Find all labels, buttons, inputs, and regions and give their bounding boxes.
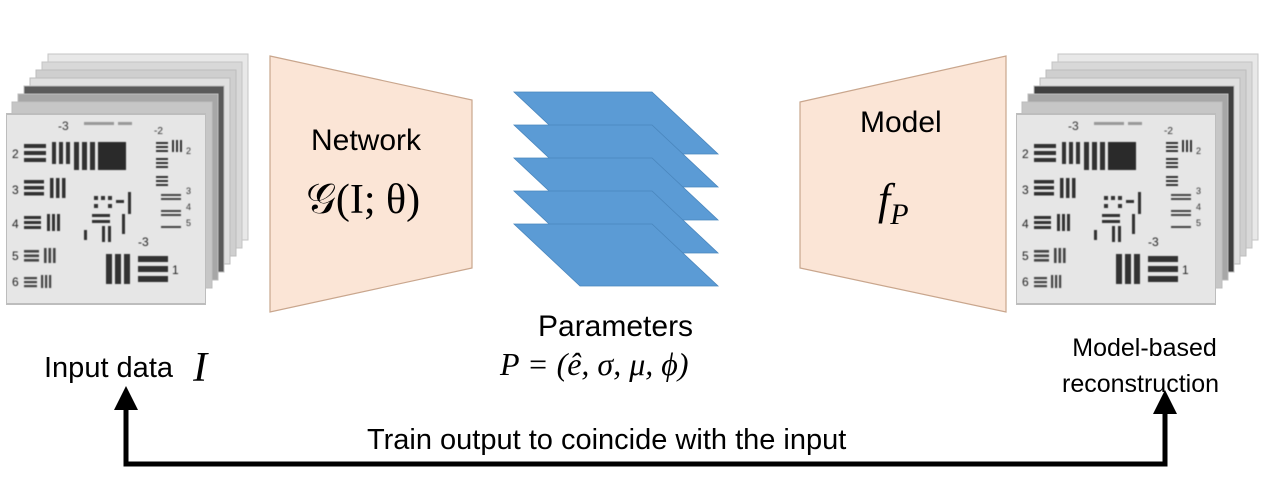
input-data-label: Input data I xyxy=(44,344,207,392)
model-title: Model xyxy=(860,106,942,139)
output-label: Model-based reconstruction xyxy=(1062,330,1219,402)
model-block xyxy=(799,55,1007,313)
output-resolution-target-image xyxy=(1016,114,1216,304)
input-data-stack xyxy=(6,53,249,304)
output-label-line2: reconstruction xyxy=(1062,370,1220,398)
parameter-layer xyxy=(512,223,720,287)
network-block xyxy=(269,55,473,313)
reconstruction-stack xyxy=(1016,53,1259,304)
model-formula: fP xyxy=(878,174,909,232)
model-formula-base: f xyxy=(878,175,891,224)
parameters-title: Parameters xyxy=(538,310,694,343)
parameter-layer-stack xyxy=(512,91,720,287)
parameters-formula: P = (ê, σ, μ, ϕ) xyxy=(500,346,689,382)
feedback-arrow-head-input xyxy=(114,386,138,410)
input-resolution-target-image xyxy=(6,114,206,304)
input-data-symbol: I xyxy=(193,345,208,391)
feedback-arrow-head-output xyxy=(1153,390,1177,414)
output-label-line1: Model-based xyxy=(1072,334,1217,362)
feedback-label: Train output to coincide with the input xyxy=(367,424,847,456)
input-data-text: Input data xyxy=(44,352,173,384)
network-title: Network xyxy=(311,124,422,157)
network-formula: 𝒢(I; θ) xyxy=(306,177,421,223)
feedback-arrow xyxy=(114,386,1177,467)
model-formula-subscript: P xyxy=(890,197,909,231)
